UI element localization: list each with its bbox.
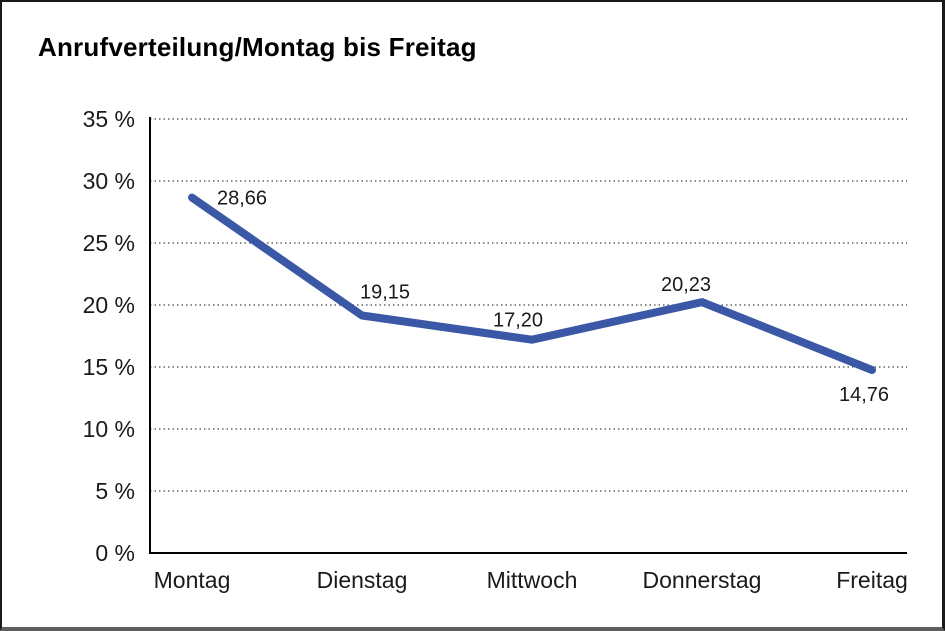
y-tick-label: 0 % [95,540,135,566]
y-tick-label: 25 % [83,230,135,256]
value-label: 20,23 [661,274,711,296]
y-tick-label: 15 % [83,354,135,380]
x-axis-label: Montag [154,567,231,593]
value-label: 19,15 [360,282,410,304]
value-label: 17,20 [493,310,543,332]
value-label: 28,66 [217,188,267,210]
x-axis-label: Dienstag [317,567,408,593]
x-axis-label: Donnerstag [643,567,762,593]
x-axis-label: Freitag [836,567,908,593]
x-axis-label: Mittwoch [487,567,578,593]
value-label: 14,76 [839,384,889,406]
y-tick-label: 5 % [95,478,135,504]
data-line [188,193,876,374]
y-tick-label: 35 % [83,106,135,132]
y-tick-label: 20 % [83,292,135,318]
y-tick-label: 30 % [83,168,135,194]
chart-title: Anrufverteilung/Montag bis Freitag [38,32,477,62]
y-tick-label: 10 % [83,416,135,442]
